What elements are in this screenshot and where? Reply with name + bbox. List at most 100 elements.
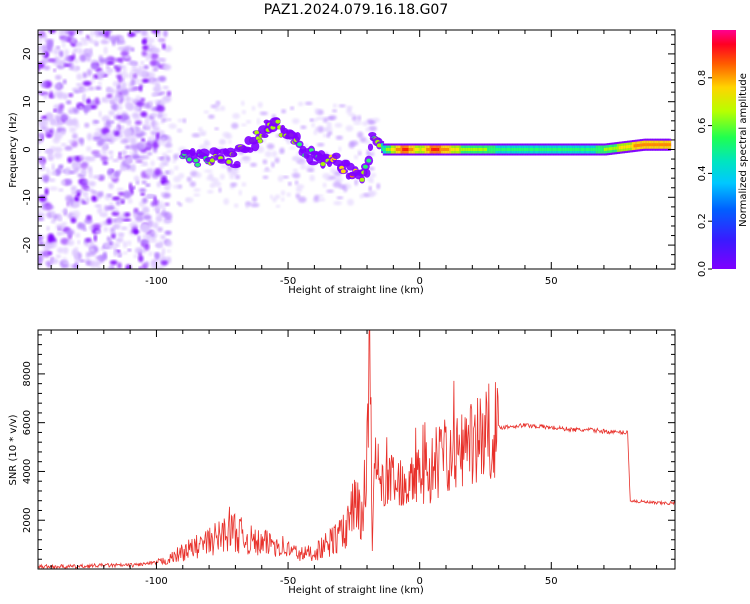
spectrum-band-core (659, 143, 663, 147)
spectrum-band-core (620, 146, 624, 149)
spectrum-noise-blob (231, 122, 239, 129)
spectrum-noise-blob (134, 229, 138, 235)
spectrum-noise-blob (82, 156, 91, 161)
spectrum-noise-blob (161, 60, 166, 65)
spectrum-noise-blob (359, 194, 364, 199)
spectrum-noise-blob (156, 131, 160, 140)
y-tick-label: -20 (22, 237, 33, 253)
spectrum-noise-blob (68, 107, 78, 114)
spectrum-band-core (643, 143, 647, 147)
spectrum-ridge-blob (367, 143, 374, 151)
spectrum-noise-blob (326, 189, 334, 193)
spectrum-noise-blob (138, 255, 144, 263)
spectrum-noise-blob (240, 100, 245, 106)
spectrum-noise-blob (38, 138, 43, 144)
spectrum-band-core (548, 148, 551, 151)
colorbar-tick-label: 0.6 (697, 118, 708, 134)
spectrum-noise-blob (73, 65, 80, 72)
spectrum-noise-blob (107, 169, 114, 175)
spectrum-ridge-blob (251, 141, 260, 152)
spectrum-noise-blob (38, 133, 43, 138)
spectrum-noise-blob (91, 39, 99, 45)
spectrum-noise-blob (252, 196, 258, 203)
spectrum-noise-blob (129, 221, 139, 229)
spectrum-noise-blob (309, 118, 314, 122)
spectrum-noise-blob (168, 123, 177, 129)
spectrum-noise-blob (54, 116, 60, 121)
spectrum-band-core (612, 147, 616, 150)
spectrum-noise-blob (228, 140, 232, 144)
x-tick-label: -50 (280, 576, 296, 587)
spectrum-band-core (627, 145, 630, 149)
spectrum-noise-blob (140, 111, 148, 118)
spectrum-band-core (444, 148, 448, 151)
spectrum-band-core (437, 148, 441, 151)
spectrum-ridge-blob (233, 160, 241, 168)
spectrum-noise-blob (152, 67, 158, 72)
spectrum-noise-blob (143, 65, 149, 70)
spectrum-noise-blob (62, 246, 69, 255)
spectrum-noise-blob (69, 127, 77, 133)
spectrum-noise-blob (134, 126, 138, 133)
spectrum-noise-blob (70, 217, 77, 224)
spectrum-noise-blob (322, 173, 331, 179)
spectrum-band-core (434, 148, 438, 151)
spectrum-noise-blob (117, 262, 122, 269)
spectrum-noise-blob (297, 101, 304, 107)
spectrum-noise-blob (56, 45, 60, 50)
spectrum-band-core (576, 148, 579, 151)
spectrum-noise-blob (317, 197, 326, 202)
spectrum-band-core (387, 148, 391, 151)
spectrum-noise-blob (165, 240, 173, 247)
spectrum-ridge-core (226, 159, 232, 164)
spectrum-band-core (636, 144, 640, 147)
spectrum-noise-blob (90, 59, 99, 64)
spectrum-band-core (528, 148, 532, 151)
spectrum-noise-blob (172, 159, 177, 164)
spectrum-noise-blob (68, 93, 74, 98)
spectrum-band-core (446, 148, 449, 151)
spectrum-band-core (531, 148, 535, 151)
spectrum-noise-blob (306, 168, 315, 173)
spectrum-band-core (455, 148, 459, 151)
spectrum-band-core (579, 148, 583, 151)
spectrum-noise-blob (332, 109, 337, 113)
spectrum-noise-blob (238, 189, 242, 196)
spectrum-noise-blob (123, 46, 132, 52)
spectrum-noise-blob (53, 109, 57, 113)
spectrum-noise-blob (133, 117, 142, 121)
spectrum-noise-blob (108, 182, 114, 190)
spectrum-noise-blob (52, 137, 60, 144)
spectrum-noise-blob (102, 36, 106, 41)
spectrum-noise-blob (72, 161, 77, 169)
spectrum-band-core (525, 148, 528, 151)
spectrum-noise-blob (203, 110, 209, 114)
spectrum-noise-blob (251, 105, 256, 111)
spectrum-noise-blob (64, 63, 71, 67)
spectrum-noise-blob (222, 131, 231, 138)
spectrum-band-core (506, 148, 510, 151)
spectrum-noise-blob (53, 151, 63, 159)
spectrum-noise-blob (154, 168, 162, 176)
spectrum-noise-blob (89, 99, 95, 106)
spectrum-band-core (518, 148, 522, 151)
spectrum-noise-blob (145, 183, 151, 187)
spectrum-noise-blob (64, 56, 73, 62)
spectrum-noise-blob (326, 116, 335, 120)
spectrum-noise-blob (120, 226, 128, 231)
spectrum-noise-blob (120, 197, 125, 203)
spectrum-noise-blob (94, 97, 100, 106)
spectrum-band-core (574, 148, 578, 151)
spectrum-noise-blob (60, 180, 66, 186)
spectrum-band-core (389, 148, 393, 151)
spectrum-band-core (483, 148, 487, 151)
spectrum-noise-blob (330, 167, 336, 174)
spectrum-band-core (580, 148, 584, 151)
spectrum-noise-blob (133, 98, 139, 103)
spectrum-noise-blob (159, 211, 169, 217)
spectrum-noise-blob (88, 86, 95, 91)
spectrum-noise-blob (83, 98, 87, 102)
spectrum-band-core (646, 143, 650, 147)
